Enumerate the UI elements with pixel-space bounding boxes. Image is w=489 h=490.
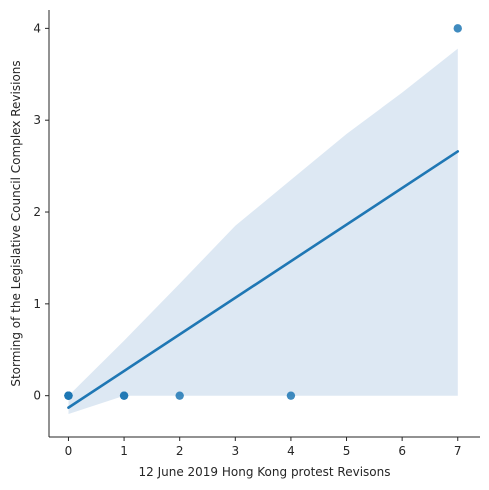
data-point [453, 24, 462, 33]
y-axis-label: Storming of the Legislative Council Comp… [9, 60, 23, 386]
x-tick-label: 3 [231, 444, 239, 458]
x-tick-label: 7 [454, 444, 462, 458]
y-tick-label: 2 [33, 205, 41, 219]
regression-line-layer [67, 150, 460, 409]
regression-line [67, 150, 460, 409]
data-point [119, 391, 129, 400]
x-tick-label: 5 [343, 444, 351, 458]
data-point [64, 391, 73, 400]
x-tick-label: 2 [176, 444, 184, 458]
x-axis-label: 12 June 2019 Hong Kong protest Revisons [139, 465, 391, 479]
data-point [175, 391, 184, 400]
x-tick-label: 6 [398, 444, 406, 458]
confidence-band [68, 48, 458, 414]
confidence-band-layer [68, 48, 458, 414]
y-ticks: 0 1 2 3 4 [33, 21, 49, 403]
y-tick-label: 3 [33, 113, 41, 127]
y-tick-label: 4 [33, 21, 41, 35]
x-ticks: 0 1 2 3 4 5 6 7 [65, 437, 462, 458]
x-tick-label: 4 [287, 444, 295, 458]
x-tick-label: 0 [65, 444, 73, 458]
x-tick-label: 1 [120, 444, 128, 458]
axes [48, 10, 480, 438]
y-tick-label: 1 [33, 297, 41, 311]
data-points-layer [64, 24, 462, 400]
data-point [286, 391, 296, 400]
y-tick-label: 0 [33, 389, 41, 403]
